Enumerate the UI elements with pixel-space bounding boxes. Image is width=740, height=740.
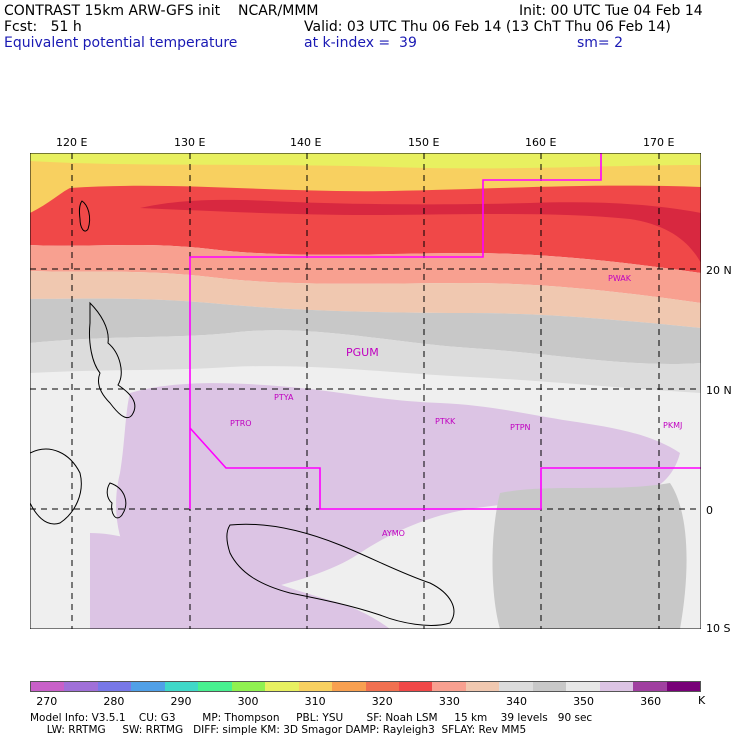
colorbar-swatch [599, 682, 634, 691]
lon-label-170e: 170 E [643, 136, 675, 149]
colorbar-tick-label: 360 [640, 695, 662, 708]
smoothing-info: sm= 2 [577, 35, 624, 51]
field-gray-south [492, 483, 687, 629]
valid-time: Valid: 03 UTC Thu 06 Feb 14 (13 ChT Thu … [304, 19, 671, 35]
colorbar-swatch [265, 682, 299, 691]
station-pkmj: PKMJ [663, 421, 683, 430]
colorbar-swatch [298, 682, 333, 691]
colorbar-swatch [566, 682, 600, 691]
field-lavender-south [90, 533, 390, 629]
land-sulawesi [106, 482, 127, 519]
colorbar-swatch [332, 682, 366, 691]
colorbar-swatch [231, 682, 266, 691]
colorbar-swatch [64, 682, 98, 691]
colorbar-tick-label: 280 [103, 695, 125, 708]
colorbar-swatch [365, 682, 399, 691]
lat-label-10n: 10 N [706, 384, 732, 397]
lat-label-0: 0 [706, 504, 713, 517]
land-taiwan [78, 200, 91, 232]
colorbar-swatch [666, 682, 701, 691]
field-name: Equivalent potential temperature [4, 35, 238, 51]
colorbar-tick-label: 320 [371, 695, 393, 708]
colorbar-swatch [31, 682, 65, 691]
station-aymo: AYMO [382, 529, 405, 538]
colorbar-swatch [398, 682, 433, 691]
map-svg [29, 152, 702, 630]
forecast-hour: Fcst: 51 h [4, 19, 82, 35]
station-pgum: PGUM [346, 346, 379, 359]
init-time: Init: 00 UTC Tue 04 Feb 14 [519, 3, 703, 19]
field-band-gray [30, 298, 701, 365]
model-info-line1: Model Info: V3.5.1 CU: G3 MP: Thompson P… [30, 712, 593, 724]
title-line1-left: CONTRAST 15km ARW-GFS init NCAR/MMM [4, 3, 319, 19]
domain-boundary-south [189, 427, 701, 510]
colorbar-unit: K [698, 694, 706, 707]
station-ptkk: PTKK [435, 417, 456, 426]
lat-label-10s: 10 S [706, 622, 731, 635]
colorbar-swatch [432, 682, 466, 691]
map-panel: PWAK PGUM PTYA PTRO PTKK PTPN PKMJ AYMO [29, 152, 702, 630]
land-borneo [29, 448, 82, 525]
lon-label-120e: 120 E [56, 136, 88, 149]
colorbar-tick-label: 330 [438, 695, 460, 708]
colorbar-swatch [198, 682, 232, 691]
colorbar-swatch [97, 682, 132, 691]
field-band-darkred [140, 199, 701, 263]
land-new-guinea [226, 523, 455, 626]
field-lavender-tropics [116, 383, 680, 597]
station-ptro: PTRO [230, 419, 252, 428]
field-band-lightgray [30, 330, 701, 393]
station-ptpn: PTPN [510, 423, 531, 432]
lon-label-160e: 160 E [525, 136, 557, 149]
colorbar-swatch [633, 682, 667, 691]
colorbar-tick-label: 300 [237, 695, 259, 708]
station-pwak: PWAK [608, 274, 632, 283]
land-philippines [89, 301, 136, 419]
colorbar-swatch [499, 682, 533, 691]
colorbar-swatch [465, 682, 500, 691]
colorbar-swatch [131, 682, 165, 691]
model-info-line2: LW: RRTMG SW: RRTMG DIFF: simple KM: 3D … [30, 724, 527, 736]
colorbar-swatch [532, 682, 567, 691]
lon-label-130e: 130 E [174, 136, 206, 149]
field-band-peach [30, 271, 701, 328]
level-info: at k-index = 39 [304, 35, 417, 51]
colorbar-tick-label: 310 [304, 695, 326, 708]
domain-boundary [189, 153, 602, 509]
colorbar-tick-label: 290 [170, 695, 192, 708]
colorbar-tick-label: 340 [505, 695, 527, 708]
lat-label-20n: 20 N [706, 264, 732, 277]
colorbar-tick-label: 270 [36, 695, 58, 708]
colorbar [30, 681, 701, 692]
colorbar-swatch [164, 682, 199, 691]
field-band-salmon [30, 245, 701, 303]
lon-label-140e: 140 E [290, 136, 322, 149]
lon-label-150e: 150 E [408, 136, 440, 149]
station-ptya: PTYA [274, 393, 294, 402]
colorbar-tick-label: 350 [573, 695, 595, 708]
